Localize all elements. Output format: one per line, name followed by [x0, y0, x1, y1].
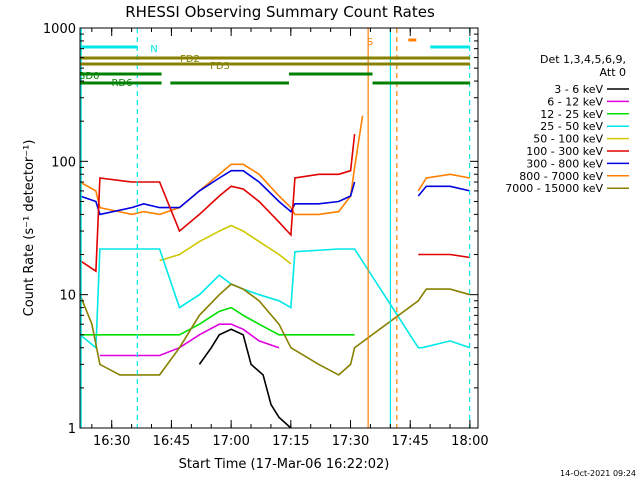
- plot-frame: [79, 27, 479, 429]
- footer-timestamp: 14-Oct-2021 09:24: [560, 469, 636, 478]
- legend-label-50-100-kev: 50 - 100 keV: [533, 133, 603, 146]
- x-tick-label: 18:00: [451, 434, 488, 449]
- state-label-rd6: RD6: [111, 78, 132, 89]
- series-layer: [79, 115, 471, 429]
- series-line-6-12-kev: [99, 323, 280, 357]
- axes-layer: 1 10 100 1000 16:30 16:45 17:00 17:15 17:30 17:45…: [43, 22, 489, 449]
- state-label-fd3: FD3: [210, 61, 230, 72]
- legend-label-7000-15000-kev: 7000 - 15000 keV: [505, 182, 603, 195]
- y-tick-label: 1: [68, 422, 76, 437]
- x-tick-label: 17:15: [272, 434, 309, 449]
- legend-label-12-25-kev: 12 - 25 keV: [540, 108, 603, 121]
- y-tick-label: 1000: [43, 22, 76, 37]
- y-tick-label: 10: [59, 289, 76, 304]
- series-line-50-100-kev: [159, 224, 292, 265]
- legend-label-3-6-kev: 3 - 6 keV: [554, 83, 603, 96]
- state-label-s: S: [367, 37, 373, 48]
- y-tick-label: 100: [51, 155, 76, 170]
- legend-label-6-12-kev: 6 - 12 keV: [547, 95, 603, 108]
- state-bars-layer: N S FD2 FD3 BD0 RD6: [79, 37, 471, 89]
- x-tick-label: 17:45: [391, 434, 428, 449]
- legend-header-line: Att 0: [600, 66, 626, 79]
- series-line-7000-15000-kev: [79, 283, 471, 376]
- x-tick-label: 17:00: [212, 434, 249, 449]
- x-tick-label: 16:45: [153, 434, 190, 449]
- series-line-800-7000-kev: [79, 115, 471, 216]
- state-label-fd2: FD2: [180, 54, 200, 65]
- legend-label-800-7000-kev: 800 - 7000 keV: [519, 170, 603, 183]
- x-tick-label: 16:30: [93, 434, 130, 449]
- legend-label-300-800-kev: 300 - 800 keV: [526, 157, 603, 170]
- series-line-12-25-kev: [80, 306, 355, 336]
- x-axis-label: Start Time (17-Mar-06 16:22:02): [179, 457, 390, 472]
- x-tick-label: 17:30: [332, 434, 369, 449]
- state-label-bd0: BD0: [79, 71, 100, 82]
- series-line-100-300-kev: [79, 134, 471, 273]
- legend-label-25-50-kev: 25 - 50 keV: [540, 120, 603, 133]
- series-line-300-800-kev: [79, 169, 471, 216]
- vertical-lines-layer: [80, 28, 471, 428]
- series-line-25-50-kev: [79, 248, 471, 350]
- legend-header-line: Det 1,3,4,5,6,9,: [540, 53, 626, 66]
- chart-title: RHESSI Observing Summary Count Rates: [125, 3, 435, 21]
- legend-label-100-300-kev: 100 - 300 keV: [526, 145, 603, 158]
- y-axis-label: Count Rate (s⁻¹ detector⁻¹): [22, 140, 37, 317]
- state-label-n: N: [150, 44, 157, 55]
- series-line-3-6-kev: [198, 328, 292, 429]
